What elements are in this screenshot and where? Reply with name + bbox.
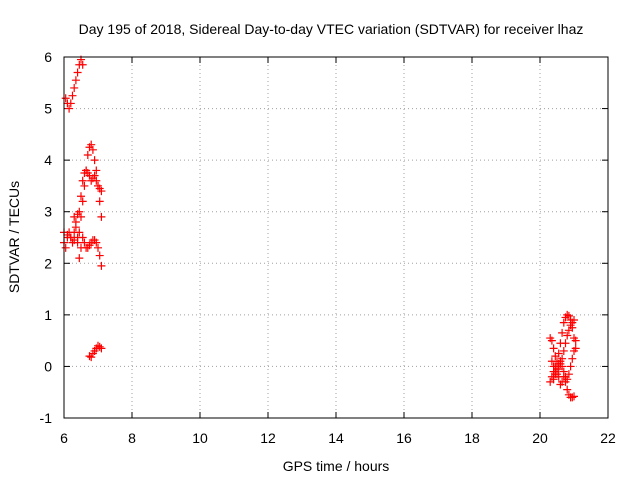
data-point [563,385,572,394]
y-tick-label: 1 [44,307,52,323]
x-tick-label: 14 [328,430,344,446]
data-point [564,326,573,335]
data-point [97,344,106,353]
data-point [78,60,87,69]
data-point [549,375,558,384]
x-tick-label: 8 [128,430,136,446]
data-point [571,336,580,345]
data-point [61,94,70,103]
data-point [570,392,578,401]
data-point [559,346,568,355]
data-point [88,145,97,154]
y-tick-label: 0 [44,358,52,374]
data-point [70,228,79,237]
data-point [73,68,82,77]
data-point [87,140,96,149]
data-point [94,243,102,252]
data-points [60,55,580,402]
x-tick-label: 12 [260,430,276,446]
data-point [556,357,565,366]
data-point [70,83,79,92]
x-tick-labels: 6 8 10 12 14 16 18 20 22 [60,430,616,446]
y-tick-label: 4 [44,152,52,168]
data-point [570,316,578,325]
series-low-arc [85,341,106,362]
data-point [553,365,561,374]
data-point [71,76,80,85]
data-point [92,166,101,175]
data-point [95,342,104,351]
data-point [551,370,560,379]
x-tick-label: 6 [60,430,68,446]
data-point [78,176,87,185]
data-point [75,207,84,216]
x-axis-label: GPS time / hours [283,458,390,474]
data-point [563,310,572,319]
data-point [92,176,101,185]
y-tick-label: 2 [44,255,52,271]
series-late-arc-c [547,316,578,379]
series-late-arc-a [546,334,578,402]
x-tick-label: 20 [532,430,548,446]
data-point [561,339,570,348]
data-point [566,362,575,371]
data-point [97,212,106,221]
data-point [87,353,96,362]
data-point [563,375,572,384]
data-point [559,367,568,376]
data-point [95,197,104,206]
data-point [547,336,556,345]
series-late-arc-d [549,336,580,384]
data-point [568,354,577,363]
data-point [558,328,567,337]
data-point [65,104,74,113]
x-tick-label: 22 [600,430,616,446]
data-point [78,233,87,242]
data-point [90,171,99,180]
x-tick-label: 16 [396,430,412,446]
x-tick-label: 10 [192,430,208,446]
data-point [90,156,99,165]
data-point [97,261,106,270]
data-point [83,150,92,159]
data-point [78,197,87,206]
data-point [554,349,563,358]
y-tick-labels: -1 0 1 2 3 4 5 6 [40,49,53,426]
x-tick-label: 18 [464,430,480,446]
data-point [95,251,104,260]
data-point [563,331,572,340]
series-mid-arc-b [60,166,106,252]
data-point [549,344,558,353]
data-point [66,99,75,108]
data-point [80,181,89,190]
data-point [61,243,70,252]
data-point [75,254,84,263]
y-tick-label: 3 [44,204,52,220]
axis-ticks [63,56,609,419]
series-upper-arc [61,55,87,113]
data-point [73,238,82,247]
y-tick-label: -1 [40,410,53,426]
y-axis-label: SDTVAR / TECUs [6,181,22,293]
data-point [71,218,80,227]
y-tick-label: 5 [44,101,52,117]
data-point [92,238,101,247]
data-point [547,357,556,366]
data-point [558,362,567,371]
data-point [80,238,89,247]
data-point [97,187,106,196]
data-point [559,318,568,327]
data-point [568,393,577,402]
data-point [570,346,578,355]
plot-frame [63,56,609,419]
data-point [77,192,85,201]
chart-title: Day 195 of 2018, Sidereal Day-to-day VTE… [79,21,584,37]
data-point [564,370,573,379]
data-point [564,311,573,320]
y-tick-label: 6 [44,49,52,65]
grid [64,57,608,418]
data-point [68,91,77,100]
